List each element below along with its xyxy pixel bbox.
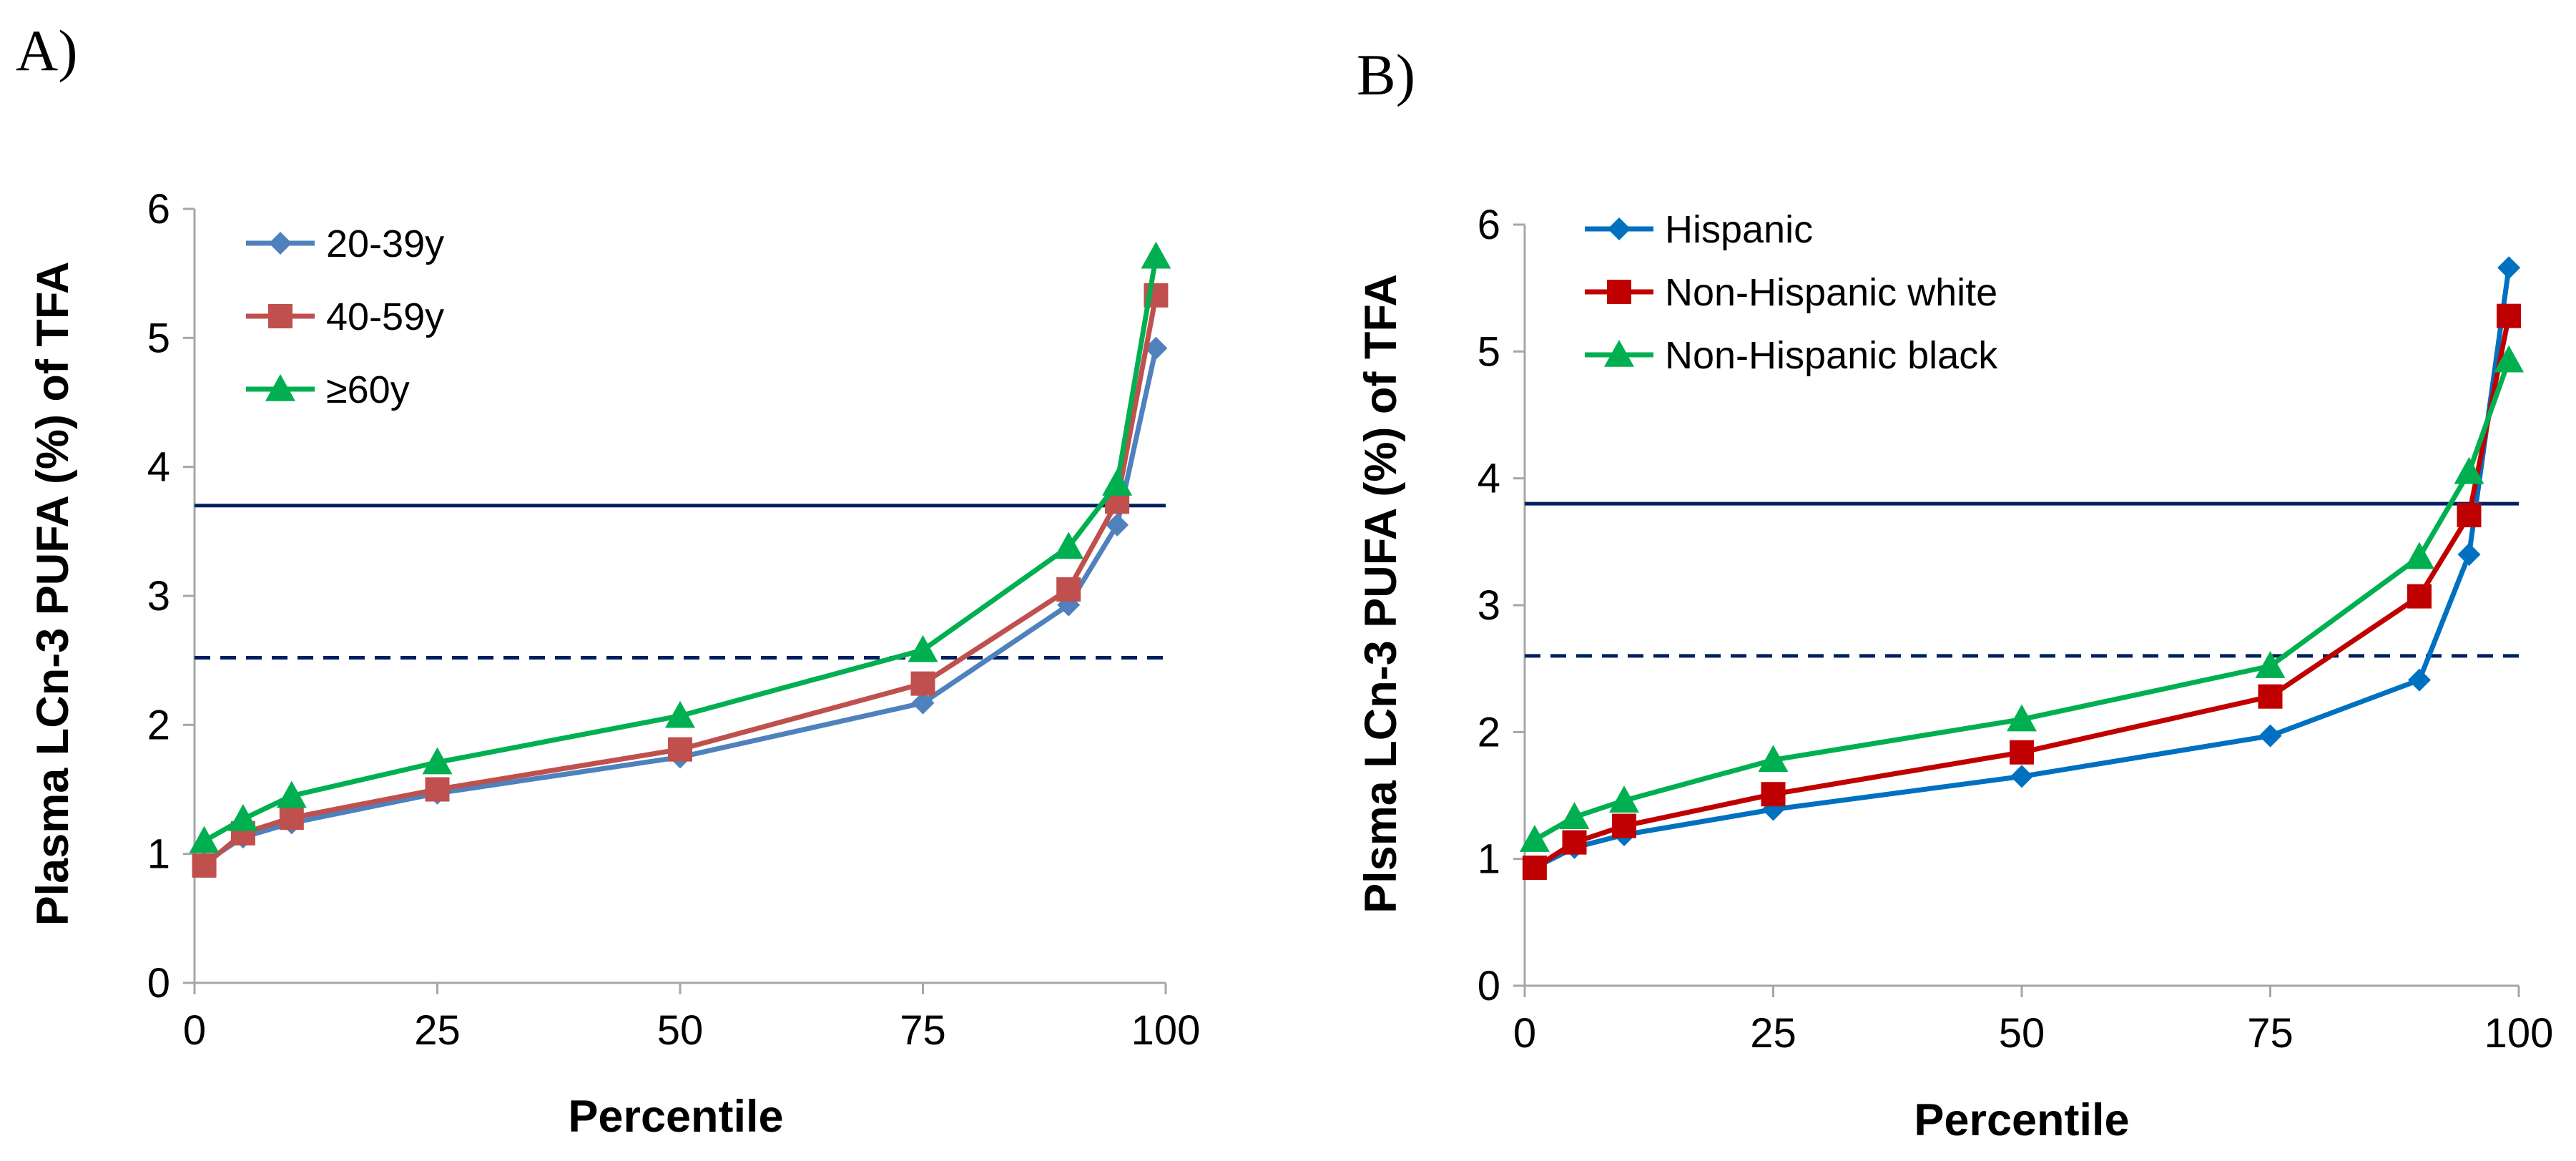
panel-b-data-point bbox=[2408, 668, 2431, 692]
panel-a-data-point bbox=[1056, 577, 1081, 602]
panel-b-x-tick-label: 0 bbox=[1513, 1010, 1536, 1057]
panel-a-x-tick-label: 50 bbox=[657, 1007, 704, 1054]
panel-b-data-point bbox=[1522, 856, 1547, 881]
panel-a-x-tick-label: 100 bbox=[1131, 1007, 1201, 1054]
panel-b-legend-label: Hispanic bbox=[1665, 208, 1813, 251]
panel-b-y-tick-label: 2 bbox=[1478, 709, 1500, 755]
panel-b-data-point bbox=[2255, 651, 2286, 678]
panel-a-label: A) bbox=[16, 18, 78, 83]
panel-b-x-tick-label: 50 bbox=[1999, 1010, 2045, 1057]
panel-b-data-point bbox=[2258, 684, 2283, 709]
panel-b-legend-label: Non-Hispanic white bbox=[1665, 271, 1997, 314]
panel-a-legend-marker bbox=[268, 304, 292, 328]
panel-b-legend-label: Non-Hispanic black bbox=[1665, 334, 1998, 377]
panel-a-data-point bbox=[276, 780, 307, 808]
panel-b-y-tick-label: 6 bbox=[1478, 202, 1500, 248]
panel-b-data-point bbox=[2258, 724, 2282, 748]
panel-b-data-point bbox=[2407, 584, 2432, 609]
panel-a-y-tick-label: 1 bbox=[147, 831, 170, 878]
panel-b-y-tick-label: 4 bbox=[1478, 456, 1500, 502]
panel-a-series-line-0 bbox=[202, 348, 1159, 866]
panel-a-y-axis-title: Plasma LCn-3 PUFA (%) of TFA bbox=[28, 262, 78, 926]
panel-b-data-point bbox=[1758, 745, 1789, 773]
panel-a-data-point bbox=[668, 737, 692, 762]
panel-b-data-point bbox=[2010, 740, 2034, 765]
panel-a-legend-label: ≥60y bbox=[326, 368, 410, 411]
panel-b-x-tick-label: 100 bbox=[2484, 1010, 2554, 1057]
panel-b-data-point bbox=[1562, 830, 1587, 855]
panel-b-data-point bbox=[1761, 782, 1786, 807]
panel-a-data-point bbox=[279, 805, 304, 831]
panel-a-y-tick-label: 2 bbox=[147, 702, 170, 748]
panel-b-y-tick-label: 5 bbox=[1478, 328, 1500, 375]
panel-a-data-point bbox=[1106, 513, 1129, 537]
panel-a-data-point bbox=[1144, 336, 1168, 360]
panel-b-legend-marker bbox=[1608, 217, 1631, 240]
chart-panel-a: A) Plasma LCn-3 PUFA (%) of TFA Percenti… bbox=[16, 18, 1200, 1142]
panel-b-y-tick-label: 0 bbox=[1478, 963, 1500, 1009]
panel-b-data-point bbox=[2494, 345, 2525, 373]
panel-b-data-point bbox=[2457, 543, 2481, 567]
panel-b-x-axis-title: Percentile bbox=[1914, 1095, 2129, 1145]
panel-a-data-point bbox=[665, 700, 695, 728]
panel-b-data-point bbox=[1519, 825, 1550, 852]
panel-b-data-point bbox=[2404, 542, 2434, 569]
panel-a-data-point bbox=[908, 635, 938, 662]
panel-a-x-tick-label: 75 bbox=[900, 1007, 946, 1054]
panel-b-legend-marker bbox=[1604, 340, 1634, 367]
panel-a-x-tick-label: 0 bbox=[183, 1007, 206, 1054]
panel-b-data-point bbox=[1609, 785, 1639, 813]
panel-a-data-point bbox=[189, 826, 220, 853]
panel-b-data-point bbox=[1612, 813, 1636, 838]
panel-b-label: B) bbox=[1357, 42, 1415, 107]
panel-b-legend-marker bbox=[1607, 280, 1631, 304]
panel-b-x-tick-label: 25 bbox=[1750, 1010, 1796, 1057]
panel-a-y-tick-label: 0 bbox=[147, 960, 170, 1006]
panel-a-y-tick-label: 5 bbox=[147, 315, 170, 361]
panel-b-y-axis-title: Plsma LCn-3 PUFA (%) of TFA bbox=[1356, 274, 1406, 913]
panel-a-y-tick-label: 6 bbox=[147, 186, 170, 232]
panel-a-data-point bbox=[1102, 469, 1133, 496]
panel-b-y-tick-label: 1 bbox=[1478, 836, 1500, 883]
panel-a-data-point bbox=[911, 691, 935, 715]
panel-a-data-point bbox=[1053, 531, 1084, 559]
panel-b-y-tick-label: 3 bbox=[1478, 582, 1500, 629]
panel-b-data-point bbox=[2007, 704, 2037, 732]
panel-a-x-tick-label: 25 bbox=[414, 1007, 461, 1054]
panel-b-data-point bbox=[2497, 303, 2522, 328]
panel-a-x-axis-title: Percentile bbox=[568, 1092, 783, 1142]
panel-b-data-point bbox=[2497, 256, 2521, 280]
panel-b-data-point bbox=[2457, 503, 2482, 528]
panel-a-data-point bbox=[192, 853, 217, 878]
panel-a-y-tick-label: 3 bbox=[147, 573, 170, 619]
panel-a-legend-marker bbox=[269, 232, 292, 255]
panel-a-legend-marker bbox=[265, 374, 295, 401]
chart-panel-b: B) Plsma LCn-3 PUFA (%) of TFA Percentil… bbox=[1356, 42, 2553, 1145]
panel-b-x-tick-label: 75 bbox=[2247, 1010, 2294, 1057]
panel-a-data-point bbox=[425, 777, 450, 802]
panel-a-y-tick-label: 4 bbox=[147, 444, 170, 491]
panel-a-data-point bbox=[1141, 241, 1171, 269]
panel-a-data-point bbox=[422, 747, 453, 775]
panel-a-data-point bbox=[910, 671, 935, 696]
panel-b-data-point bbox=[2454, 456, 2484, 484]
panel-b-data-point bbox=[2010, 765, 2033, 788]
panel-a-legend-label: 40-59y bbox=[326, 295, 444, 338]
panel-a-legend-label: 20-39y bbox=[326, 222, 444, 265]
panel-b-data-point bbox=[1559, 802, 1590, 829]
panel-a-data-point bbox=[227, 803, 258, 831]
